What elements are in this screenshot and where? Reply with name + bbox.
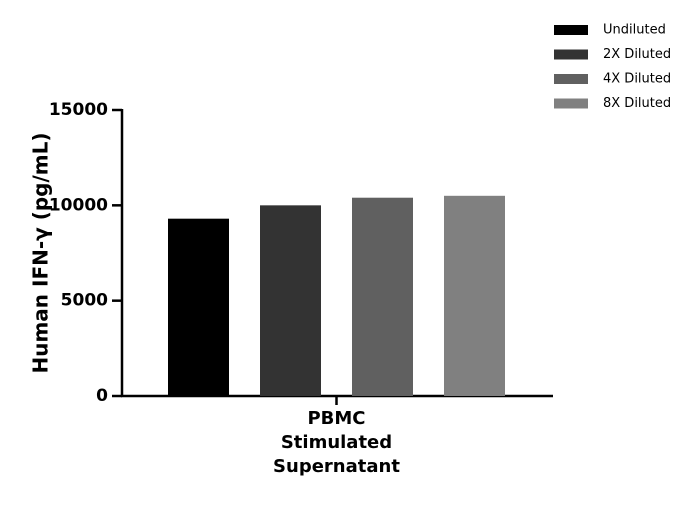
bar — [260, 205, 321, 396]
legend-label: 8X Diluted — [603, 96, 671, 111]
y-tick-label: 0 — [96, 386, 108, 406]
y-axis-label: Human IFN-γ (pg/mL) — [29, 132, 53, 373]
bar — [352, 197, 413, 396]
y-tick-label: 5000 — [61, 291, 108, 311]
y-tick-label: 15000 — [49, 100, 108, 120]
legend-label: 4X Diluted — [603, 72, 671, 87]
bar — [444, 195, 505, 396]
legend-swatch — [554, 49, 588, 60]
legend-swatch — [554, 74, 588, 84]
legend-label: 2X Diluted — [603, 47, 671, 62]
y-tick-label: 10000 — [49, 195, 108, 215]
legend-swatch — [554, 98, 588, 109]
legend-swatch — [554, 25, 588, 35]
legend-label: Undiluted — [603, 23, 666, 38]
x-tick-label: PBMC Stimulated Supernatant — [273, 408, 400, 477]
bar — [168, 218, 229, 396]
